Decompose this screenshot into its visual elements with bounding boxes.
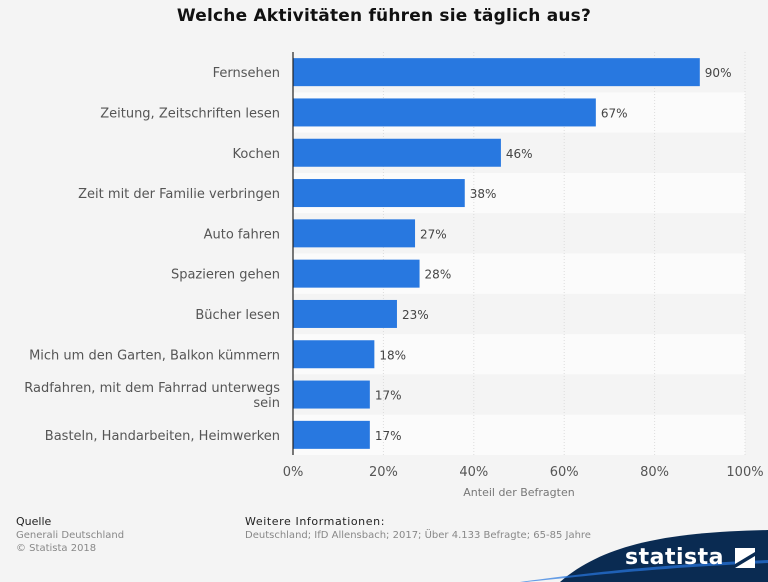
x-tick-label: 40%	[459, 465, 488, 480]
value-label: 17%	[375, 389, 402, 403]
x-tick-label: 60%	[550, 465, 579, 480]
bar	[293, 58, 700, 87]
statista-logo	[520, 530, 768, 582]
category-label: Zeit mit der Familie verbringen	[78, 187, 280, 202]
category-label: Spazieren gehen	[171, 268, 280, 283]
x-tick-label: 0%	[283, 465, 304, 480]
bar	[293, 179, 465, 208]
value-label: 17%	[375, 429, 402, 443]
bar	[293, 259, 420, 288]
category-label: Zeitung, Zeitschriften lesen	[100, 106, 280, 121]
bar	[293, 340, 375, 369]
value-label: 46%	[506, 147, 533, 161]
category-label: Radfahren, mit dem Fahrrad unterwegs	[24, 381, 280, 396]
bar	[293, 420, 370, 449]
source-heading: Quelle	[16, 515, 52, 528]
category-label: Basteln, Handarbeiten, Heimwerken	[45, 429, 280, 444]
bar	[293, 299, 397, 328]
value-label: 23%	[402, 308, 429, 322]
statista-logo-text: statista	[625, 545, 724, 570]
bar	[293, 98, 596, 127]
bar	[293, 219, 416, 248]
category-label: Auto fahren	[204, 227, 280, 242]
category-label: Mich um den Garten, Balkon kümmern	[29, 348, 280, 363]
x-tick-label: 20%	[369, 465, 398, 480]
category-label: Bücher lesen	[195, 308, 280, 323]
x-axis-title: Anteil der Befragten	[463, 486, 574, 499]
bar-chart: 0% 20% 40% 60% 80% 100% 90% Fernsehen 67% Zeitung…	[24, 52, 764, 499]
value-label: 28%	[425, 268, 452, 282]
bar	[293, 380, 370, 409]
bar	[293, 138, 501, 167]
x-tick-label: 80%	[640, 465, 669, 480]
category-label: sein	[253, 396, 280, 411]
x-tick-label: 100%	[726, 465, 763, 480]
category-label: Kochen	[233, 147, 280, 162]
category-label: Fernsehen	[213, 66, 280, 81]
value-label: 38%	[470, 187, 497, 201]
source-line-1: Generali Deutschland	[16, 530, 125, 541]
value-label: 90%	[705, 66, 732, 80]
source-line-2: © Statista 2018	[16, 543, 97, 554]
chart-title: Welche Aktivitäten führen sie täglich au…	[176, 6, 592, 26]
info-text: Deutschland; IfD Allensbach; 2017; Über …	[245, 530, 591, 541]
info-heading: Weitere Informationen:	[245, 515, 386, 528]
value-label: 27%	[420, 227, 447, 241]
value-label: 18%	[379, 348, 406, 362]
value-label: 67%	[601, 106, 628, 120]
statista-mark-icon	[735, 548, 755, 568]
